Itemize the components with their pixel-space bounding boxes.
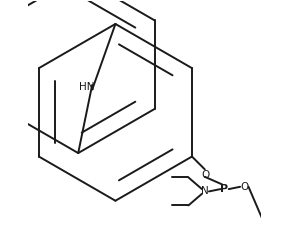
Text: HN: HN	[79, 82, 94, 92]
Text: O: O	[201, 170, 209, 180]
Text: N: N	[201, 186, 209, 196]
Text: P: P	[221, 184, 229, 194]
Text: O: O	[240, 182, 249, 192]
